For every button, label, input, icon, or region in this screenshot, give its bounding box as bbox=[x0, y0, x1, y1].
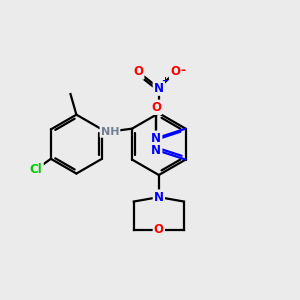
Text: O: O bbox=[133, 65, 143, 79]
Text: -: - bbox=[181, 64, 186, 77]
Text: NH: NH bbox=[101, 127, 119, 136]
Text: Cl: Cl bbox=[30, 163, 43, 176]
Text: O: O bbox=[151, 101, 161, 114]
Text: N: N bbox=[154, 190, 164, 204]
Text: N: N bbox=[151, 132, 161, 145]
Text: N: N bbox=[151, 143, 161, 157]
Text: O: O bbox=[154, 223, 164, 236]
Text: O: O bbox=[170, 65, 180, 79]
Text: N: N bbox=[154, 82, 164, 95]
Text: +: + bbox=[161, 76, 168, 85]
